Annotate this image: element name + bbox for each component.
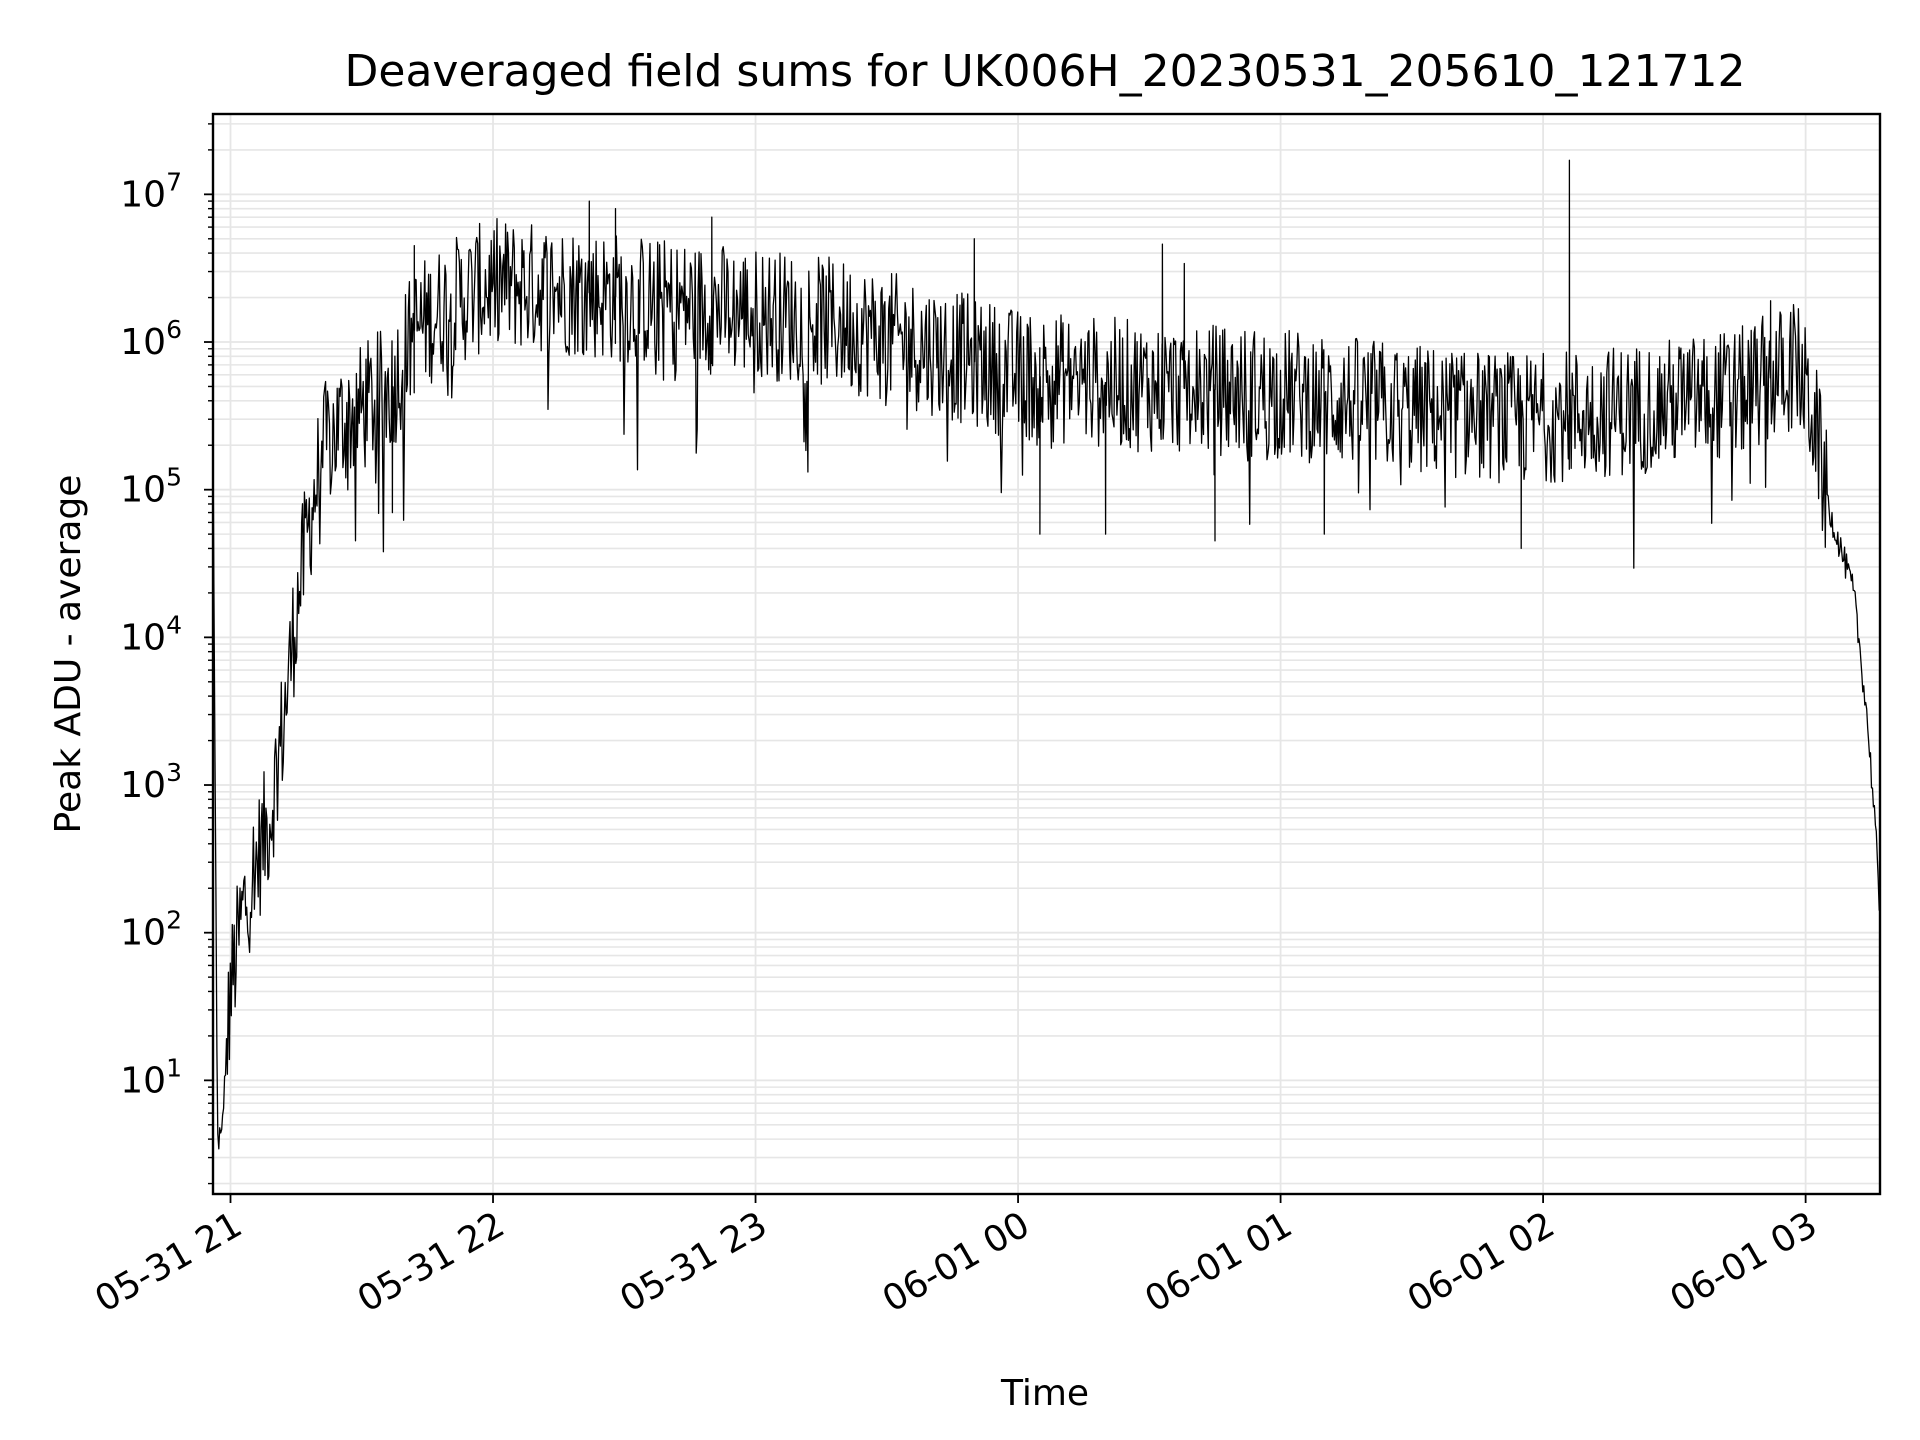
- series-line: [212, 159, 1880, 1150]
- x-tick-label: 05-31 22: [351, 1204, 512, 1320]
- chart-title: Deaveraged field sums for UK006H_2023053…: [345, 46, 1746, 97]
- y-axis: 101 102 103 104 105 106 107: [120, 123, 213, 1185]
- y-tick-label: 103: [120, 758, 182, 806]
- y-axis-label: Peak ADU - average: [48, 475, 89, 834]
- axes-frame: [211, 112, 1882, 1196]
- x-tick-label: 06-01 01: [1138, 1204, 1299, 1320]
- x-tick-label: 06-01 00: [876, 1204, 1037, 1320]
- y-tick-label: 101: [120, 1053, 182, 1101]
- y-tick-label: 102: [120, 906, 182, 954]
- y-tick-label: 107: [120, 167, 182, 215]
- plot-area: [211, 112, 1882, 1196]
- x-axis: 05-31 21 05-31 22 05-31 23 06-01 00 06-01 01…: [88, 1194, 1824, 1321]
- grid-major: [213, 114, 1880, 1194]
- x-axis-label: Time: [1000, 1373, 1089, 1414]
- x-tick-label: 06-01 02: [1401, 1204, 1562, 1320]
- x-tick-label: 05-31 21: [88, 1204, 249, 1320]
- x-tick-label: 05-31 23: [613, 1204, 774, 1320]
- grid-minor: [213, 123, 1880, 1185]
- y-tick-label: 105: [120, 463, 182, 511]
- y-tick-label: 106: [120, 315, 182, 363]
- y-tick-label: 104: [120, 610, 182, 658]
- x-tick-label: 06-01 03: [1663, 1204, 1824, 1320]
